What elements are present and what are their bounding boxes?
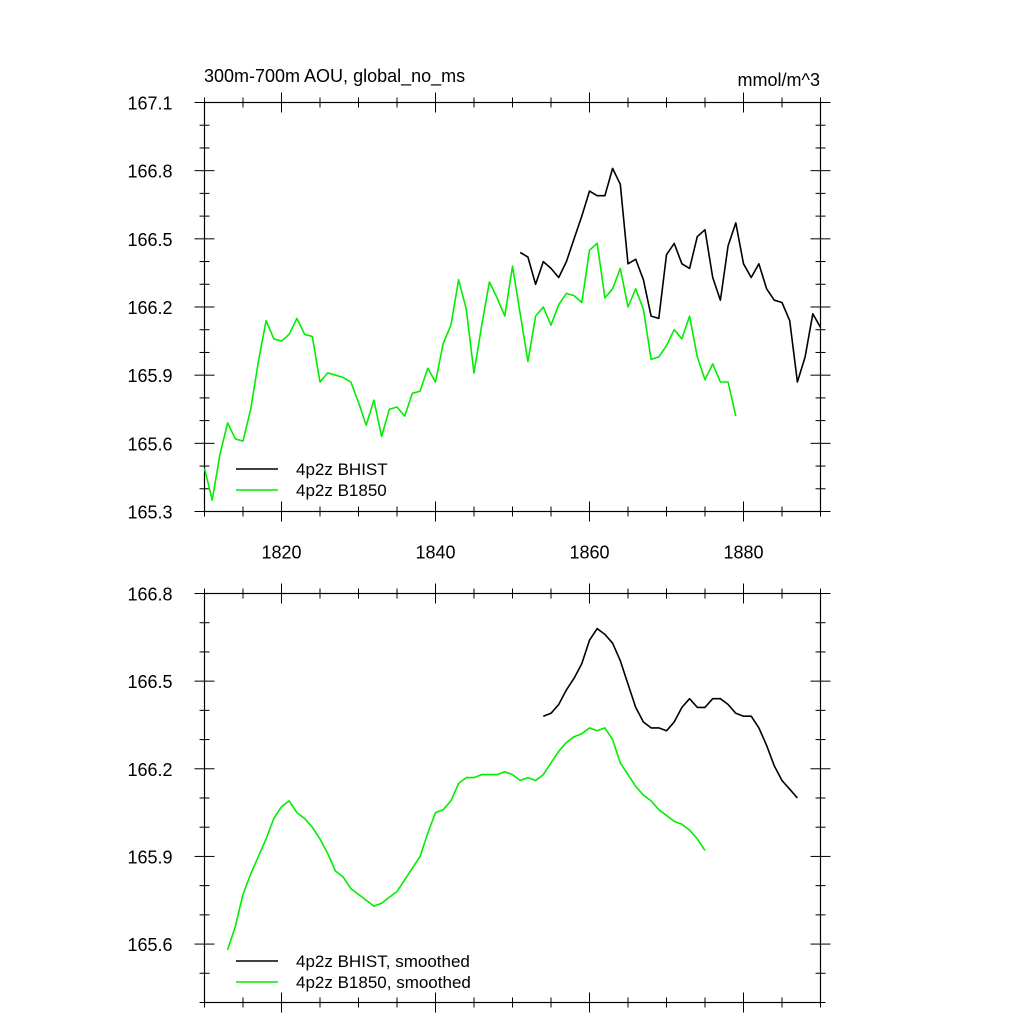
y-tick-label: 166.8 [127, 585, 172, 605]
top-axis-labels: 1820 1840 1860 1880 165.3 165.6 165.9 166.2 166.… [127, 94, 763, 563]
y-tick-label: 165.6 [127, 935, 172, 955]
chart-title: 300m-700m AOU, global_no_ms [204, 66, 465, 87]
series-line-4p2z-b1850-smoothed [226, 727, 706, 951]
y-tick-label: 166.2 [127, 298, 172, 318]
top-series-lines [203, 167, 822, 501]
bottom-plot-frame [203, 592, 822, 1004]
top-panel: 300m-700m AOU, global_no_ms mmol/m^3 182… [127, 66, 831, 563]
x-tick-label: 1880 [723, 543, 763, 563]
x-tick-label: 1860 [569, 543, 609, 563]
series-line-4p2z-bhist-smoothed [543, 627, 799, 799]
y-tick-label: 165.9 [127, 847, 172, 867]
series-line-4p2z-bhist [519, 167, 822, 383]
bottom-axis-ticks [194, 583, 831, 1013]
y-tick-label: 166.8 [127, 162, 172, 182]
y-tick-label: 166.2 [127, 760, 172, 780]
y-tick-label: 166.5 [127, 672, 172, 692]
series-line-4p2z-b1850 [203, 242, 737, 501]
bottom-legend: 4p2z BHIST, smoothed 4p2z B1850, smoothe… [236, 952, 471, 992]
top-axis-ticks [194, 92, 831, 522]
y-tick-label: 165.9 [127, 366, 172, 386]
y-tick-label: 165.3 [127, 503, 172, 523]
bottom-panel: 165.6 165.9 166.2 166.5 166.8 4p2z BHIST, sm… [127, 583, 831, 1013]
y-tick-label: 167.1 [127, 94, 172, 114]
bottom-axis-labels: 165.6 165.9 166.2 166.5 166.8 [127, 585, 172, 956]
x-tick-label: 1840 [415, 543, 455, 563]
legend-label-b1850: 4p2z B1850 [296, 481, 387, 500]
legend-label-bhist-smoothed: 4p2z BHIST, smoothed [296, 952, 470, 971]
x-tick-label: 1820 [261, 543, 301, 563]
top-legend: 4p2z BHIST 4p2z B1850 [236, 460, 388, 500]
bottom-series-lines [226, 627, 799, 951]
legend-label-bhist: 4p2z BHIST [296, 460, 388, 479]
top-plot-frame [203, 101, 822, 513]
units-label: mmol/m^3 [738, 70, 820, 90]
legend-label-b1850-smoothed: 4p2z B1850, smoothed [296, 973, 471, 992]
y-tick-label: 166.5 [127, 230, 172, 250]
y-tick-label: 165.6 [127, 434, 172, 454]
